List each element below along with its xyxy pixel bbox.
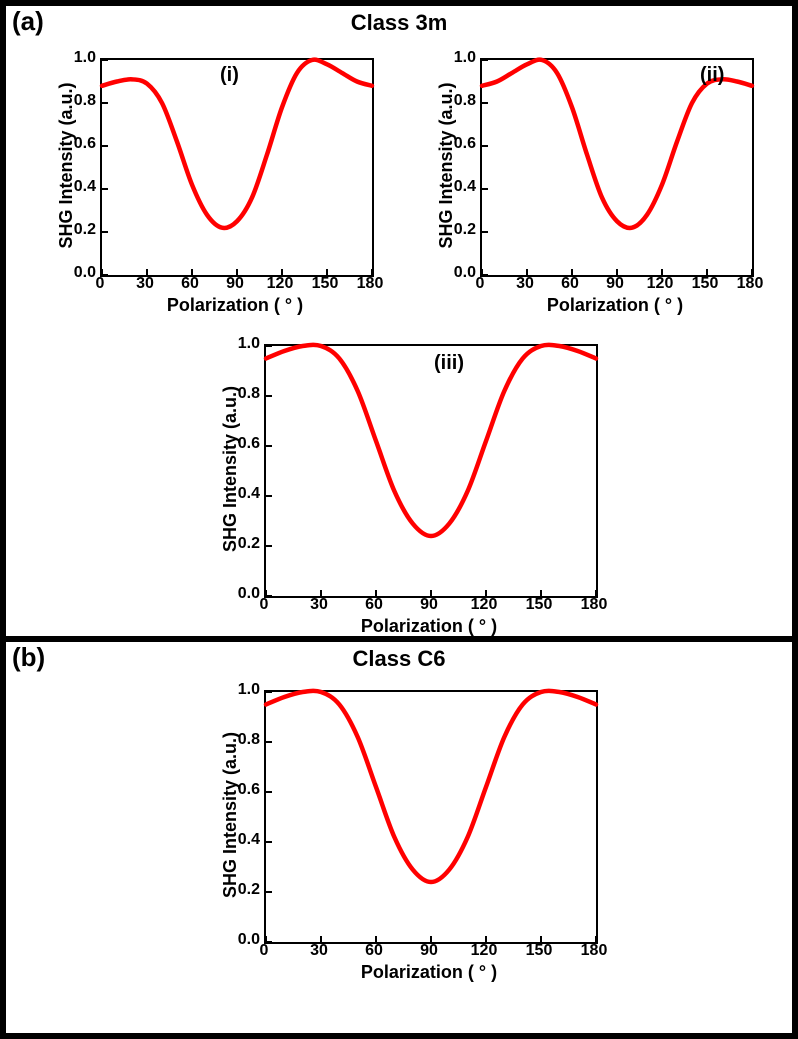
xtick-label: 30 bbox=[301, 942, 337, 960]
chart-b: 03060901201501800.00.20.40.60.81.0SHG In… bbox=[194, 680, 604, 998]
xtick-label: 90 bbox=[411, 596, 447, 614]
plot-svg bbox=[102, 60, 372, 275]
plot-area bbox=[264, 690, 598, 944]
plot-area bbox=[264, 344, 598, 598]
panel-a: (a) Class 3m 03060901201501800.00.20.40.… bbox=[6, 6, 792, 636]
xtick-label: 60 bbox=[356, 596, 392, 614]
xtick-label: 120 bbox=[466, 942, 502, 960]
x-axis-label: Polarization ( ° ) bbox=[264, 962, 594, 983]
xtick-label: 60 bbox=[356, 942, 392, 960]
xtick-label: 120 bbox=[466, 596, 502, 614]
plot-svg bbox=[482, 60, 752, 275]
panel-b-title: Class C6 bbox=[6, 646, 792, 672]
plot-area bbox=[100, 58, 374, 277]
xtick-label: 150 bbox=[521, 596, 557, 614]
x-axis-label: Polarization ( ° ) bbox=[100, 295, 370, 316]
xtick-label: 90 bbox=[217, 275, 253, 293]
y-axis-label: SHG Intensity (a.u.) bbox=[220, 344, 241, 594]
xtick-label: 150 bbox=[687, 275, 723, 293]
panel-a-title: Class 3m bbox=[6, 10, 792, 36]
plot-svg bbox=[266, 346, 596, 596]
xtick-label: 30 bbox=[127, 275, 163, 293]
xtick-label: 60 bbox=[172, 275, 208, 293]
xtick-label: 120 bbox=[262, 275, 298, 293]
xtick-label: 180 bbox=[576, 596, 612, 614]
xtick-label: 60 bbox=[552, 275, 588, 293]
y-axis-label: SHG Intensity (a.u.) bbox=[56, 58, 77, 273]
data-curve bbox=[266, 691, 596, 882]
xtick-label: 180 bbox=[576, 942, 612, 960]
chart-a-ii: 03060901201501800.00.20.40.60.81.0SHG In… bbox=[418, 48, 758, 328]
plot-area bbox=[480, 58, 754, 277]
panel-b: (b) Class C6 03060901201501800.00.20.40.… bbox=[6, 642, 792, 1039]
y-axis-label: SHG Intensity (a.u.) bbox=[436, 58, 457, 273]
chart-inner-label: (ii) bbox=[700, 64, 724, 87]
chart-a-i: 03060901201501800.00.20.40.60.81.0SHG In… bbox=[38, 48, 378, 328]
xtick-label: 90 bbox=[411, 942, 447, 960]
xtick-label: 30 bbox=[301, 596, 337, 614]
chart-inner-label: (i) bbox=[220, 64, 239, 87]
xtick-label: 180 bbox=[352, 275, 388, 293]
xtick-label: 150 bbox=[307, 275, 343, 293]
chart-inner-label: (iii) bbox=[434, 352, 464, 375]
chart-a-iii: 03060901201501800.00.20.40.60.81.0SHG In… bbox=[194, 334, 604, 652]
xtick-label: 120 bbox=[642, 275, 678, 293]
xtick-label: 30 bbox=[507, 275, 543, 293]
y-axis-label: SHG Intensity (a.u.) bbox=[220, 690, 241, 940]
xtick-label: 90 bbox=[597, 275, 633, 293]
xtick-label: 150 bbox=[521, 942, 557, 960]
figure-frame: (a) Class 3m 03060901201501800.00.20.40.… bbox=[0, 0, 798, 1039]
xtick-label: 180 bbox=[732, 275, 768, 293]
x-axis-label: Polarization ( ° ) bbox=[264, 616, 594, 637]
plot-svg bbox=[266, 692, 596, 942]
data-curve bbox=[266, 345, 596, 536]
x-axis-label: Polarization ( ° ) bbox=[480, 295, 750, 316]
